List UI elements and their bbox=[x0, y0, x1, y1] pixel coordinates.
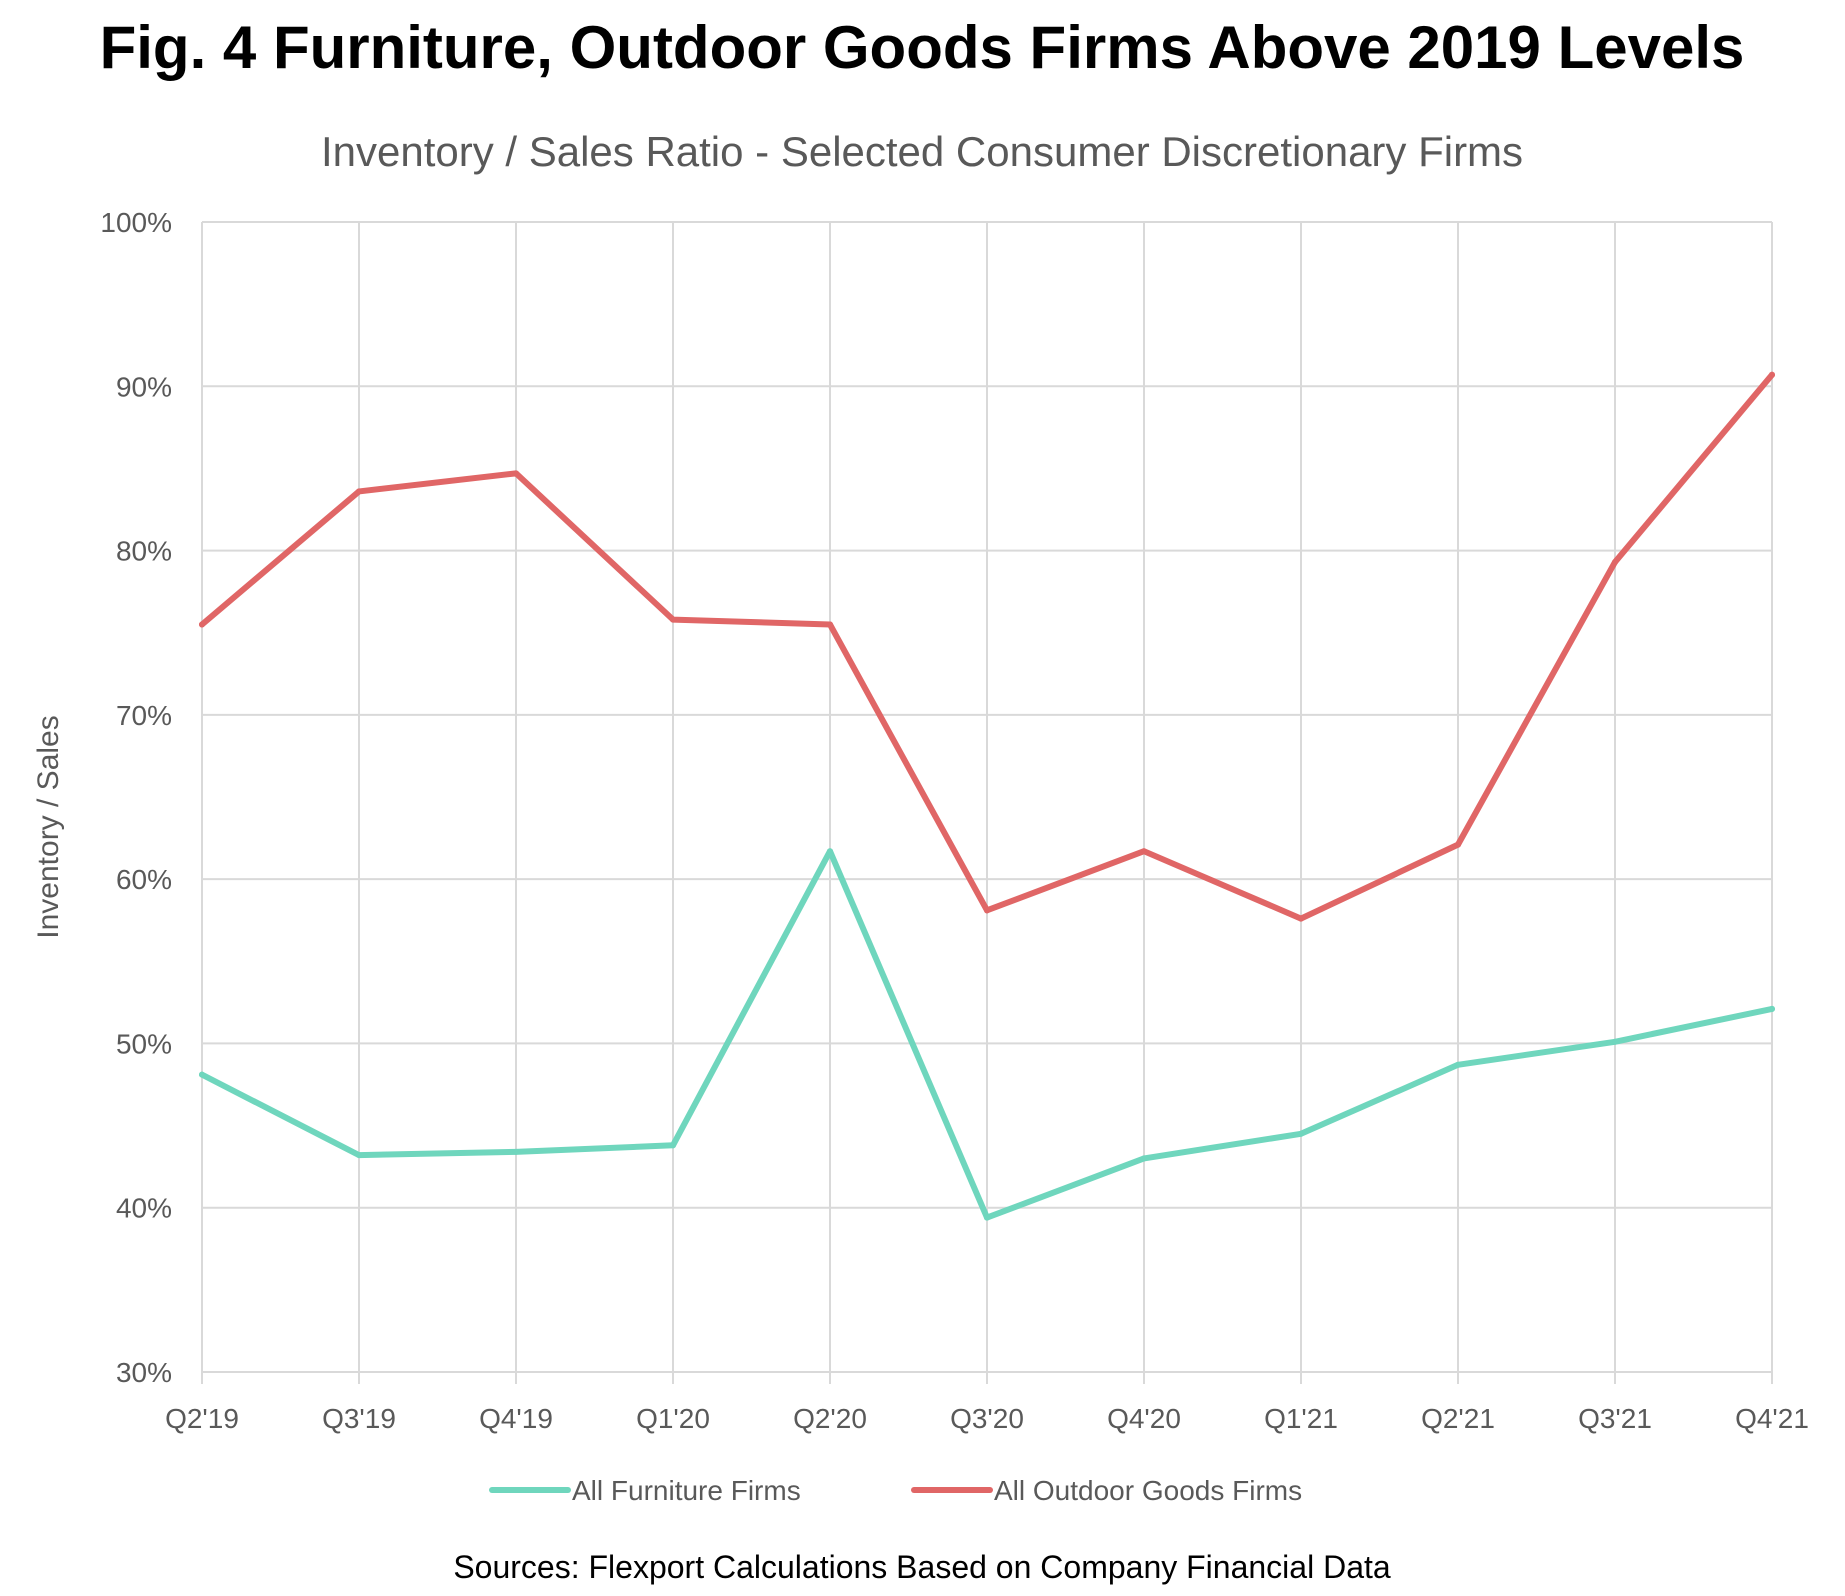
x-tick-label: Q3'19 bbox=[322, 1403, 396, 1434]
data-point-series-0 bbox=[199, 1071, 205, 1078]
chart-title: Fig. 4 Furniture, Outdoor Goods Firms Ab… bbox=[100, 14, 1745, 81]
y-tick-label: 60% bbox=[116, 864, 172, 895]
data-point-series-0 bbox=[513, 1148, 519, 1155]
chart-subtitle: Inventory / Sales Ratio - Selected Consu… bbox=[321, 128, 1523, 175]
legend-label-0: All Furniture Firms bbox=[572, 1475, 801, 1506]
data-point-series-0 bbox=[1769, 1005, 1775, 1012]
data-point-series-1 bbox=[1141, 848, 1147, 855]
x-axis-tick-labels: Q2'19 Q3'19 Q4'19 Q1'20 Q2'20 Q3'20 Q4'20 Q1'21… bbox=[165, 1403, 1809, 1434]
y-tick-label: 90% bbox=[116, 371, 172, 402]
data-point-series-0 bbox=[356, 1152, 362, 1159]
data-point-series-1 bbox=[984, 907, 990, 914]
y-tick-label: 80% bbox=[116, 536, 172, 567]
x-tick-label: Q3'21 bbox=[1578, 1403, 1652, 1434]
data-point-series-0 bbox=[1298, 1130, 1304, 1137]
data-point-series-0 bbox=[670, 1142, 676, 1149]
data-point-series-1 bbox=[827, 621, 833, 628]
x-tick-label: Q4'21 bbox=[1735, 1403, 1809, 1434]
y-axis-title: Inventory / Sales bbox=[32, 715, 65, 938]
data-point-series-1 bbox=[670, 616, 676, 623]
x-tick-label: Q2'19 bbox=[165, 1403, 239, 1434]
data-point-series-1 bbox=[1455, 841, 1461, 848]
data-point-series-0 bbox=[827, 848, 833, 855]
x-tick-label: Q1'21 bbox=[1264, 1403, 1338, 1434]
x-tick-label: Q4'20 bbox=[1107, 1403, 1181, 1434]
gridlines bbox=[201, 221, 1773, 1384]
x-tick-label: Q2'20 bbox=[793, 1403, 867, 1434]
y-axis-tick-labels: 30% 40% 50% 60% 70% 80% 90% 100% bbox=[100, 207, 172, 1388]
data-point-series-0 bbox=[1612, 1038, 1618, 1045]
x-tick-label: Q1'20 bbox=[636, 1403, 710, 1434]
y-tick-label: 100% bbox=[100, 207, 172, 238]
data-point-series-1 bbox=[513, 470, 519, 477]
source-note: Sources: Flexport Calculations Based on … bbox=[453, 1549, 1391, 1585]
y-tick-label: 40% bbox=[116, 1193, 172, 1224]
x-tick-label: Q4'19 bbox=[479, 1403, 553, 1434]
y-tick-label: 70% bbox=[116, 700, 172, 731]
x-tick-label: Q3'20 bbox=[950, 1403, 1024, 1434]
y-tick-label: 30% bbox=[116, 1357, 172, 1388]
data-point-series-0 bbox=[1141, 1155, 1147, 1162]
data-point-series-1 bbox=[199, 621, 205, 628]
data-point-series-0 bbox=[984, 1214, 990, 1221]
data-point-series-1 bbox=[356, 488, 362, 495]
legend: All Furniture Firms All Outdoor Goods Fir… bbox=[489, 1475, 1302, 1506]
legend-label-1: All Outdoor Goods Firms bbox=[994, 1475, 1302, 1506]
y-tick-label: 50% bbox=[116, 1028, 172, 1059]
x-tick-label: Q2'21 bbox=[1421, 1403, 1495, 1434]
data-point-series-0 bbox=[1455, 1061, 1461, 1068]
data-point-series-1 bbox=[1298, 915, 1304, 922]
data-point-series-1 bbox=[1612, 559, 1618, 566]
data-point-series-1 bbox=[1769, 371, 1775, 378]
series-lines bbox=[199, 371, 1775, 1221]
